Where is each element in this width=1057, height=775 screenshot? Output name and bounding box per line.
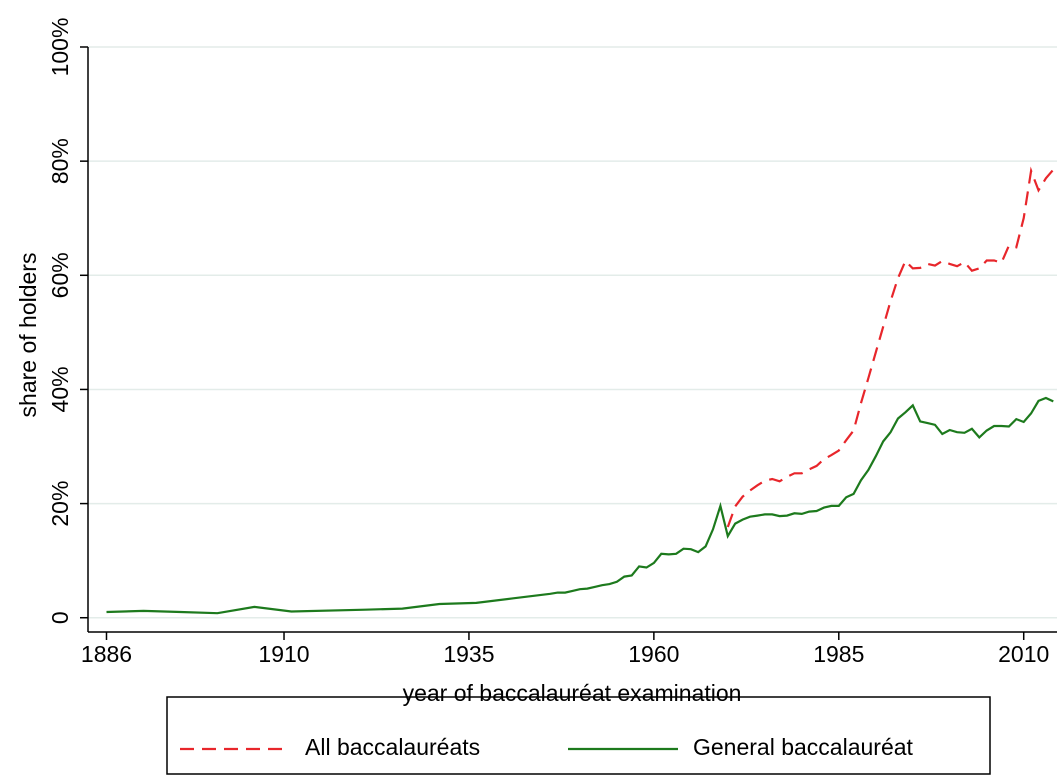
x-axis-label: year of baccalauréat examination (403, 680, 742, 706)
y-tick-label: 60% (47, 252, 73, 298)
y-tick-label: 0 (47, 611, 73, 624)
series-line (106, 396, 1054, 615)
x-tick-label: 1935 (443, 641, 494, 667)
x-tick-label: 1985 (813, 641, 864, 667)
series-line (726, 166, 1055, 528)
x-tick-label: 1960 (628, 641, 679, 667)
legend-label: All baccalauréats (305, 734, 480, 760)
x-tick-label: 2010 (998, 641, 1049, 667)
y-axis-label: share of holders (15, 253, 41, 418)
legend-box (166, 696, 991, 775)
y-tick-label: 100% (47, 18, 73, 77)
y-tick-label: 20% (47, 481, 73, 527)
y-tick-label: 40% (47, 366, 73, 412)
legend-label: General baccalauréat (693, 734, 914, 760)
x-tick-label: 1910 (258, 641, 309, 667)
y-tick-label: 80% (47, 138, 73, 184)
x-tick-label: 1886 (81, 641, 132, 667)
